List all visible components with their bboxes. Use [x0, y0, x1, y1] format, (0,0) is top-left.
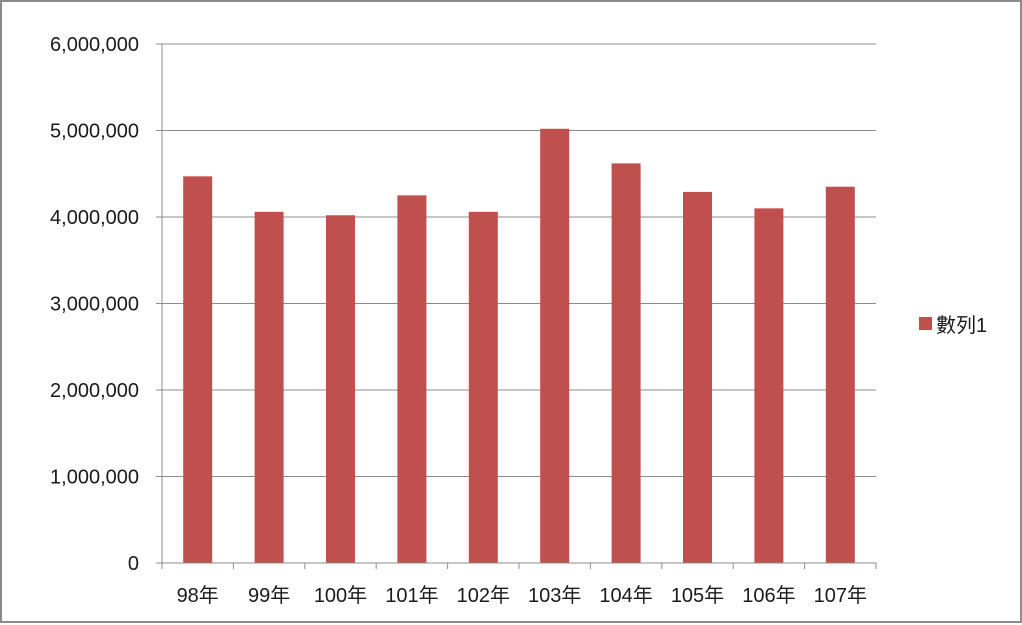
bar — [397, 195, 427, 563]
legend-swatch — [919, 317, 932, 330]
bar — [326, 215, 355, 563]
bar — [468, 211, 498, 563]
axes — [156, 43, 877, 569]
x-tick-label: 104年 — [599, 584, 652, 607]
bar — [254, 211, 284, 563]
x-tick-label: 100年 — [314, 584, 367, 607]
x-tick-label: 106年 — [742, 584, 795, 607]
y-tick-labels: 0 1,000,000 2,000,000 3,000,000 4,000,000 5,0… — [50, 34, 139, 575]
bar — [683, 191, 712, 564]
bar — [183, 176, 213, 563]
legend: 數列1 — [919, 314, 987, 337]
bars — [183, 128, 855, 564]
x-tick-label: 105年 — [671, 584, 724, 607]
y-tick-label: 1,000,000 — [50, 467, 139, 489]
y-tick-label: 2,000,000 — [50, 380, 139, 402]
y-tick-label: 0 — [128, 553, 139, 575]
y-tick-label: 5,000,000 — [50, 121, 139, 143]
x-tick-label: 101年 — [385, 584, 438, 607]
x-tick-labels: 98年 99年 100年 101年 102年 103年 104年 105年 106年 107年 — [177, 584, 867, 607]
x-tick-label: 102年 — [457, 584, 510, 607]
x-tick-label: 103年 — [528, 584, 581, 607]
x-tick-label: 99年 — [248, 584, 290, 607]
y-tick-label: 3,000,000 — [50, 294, 139, 316]
y-tick-label: 4,000,000 — [50, 207, 139, 229]
y-tick-label: 6,000,000 — [50, 34, 139, 56]
bar — [825, 186, 855, 563]
x-tick-label: 98年 — [177, 584, 219, 607]
x-tick-label: 107年 — [814, 584, 867, 607]
bar — [540, 128, 570, 563]
bar — [754, 208, 784, 563]
bar — [611, 163, 641, 563]
legend-label: 數列1 — [936, 314, 987, 337]
